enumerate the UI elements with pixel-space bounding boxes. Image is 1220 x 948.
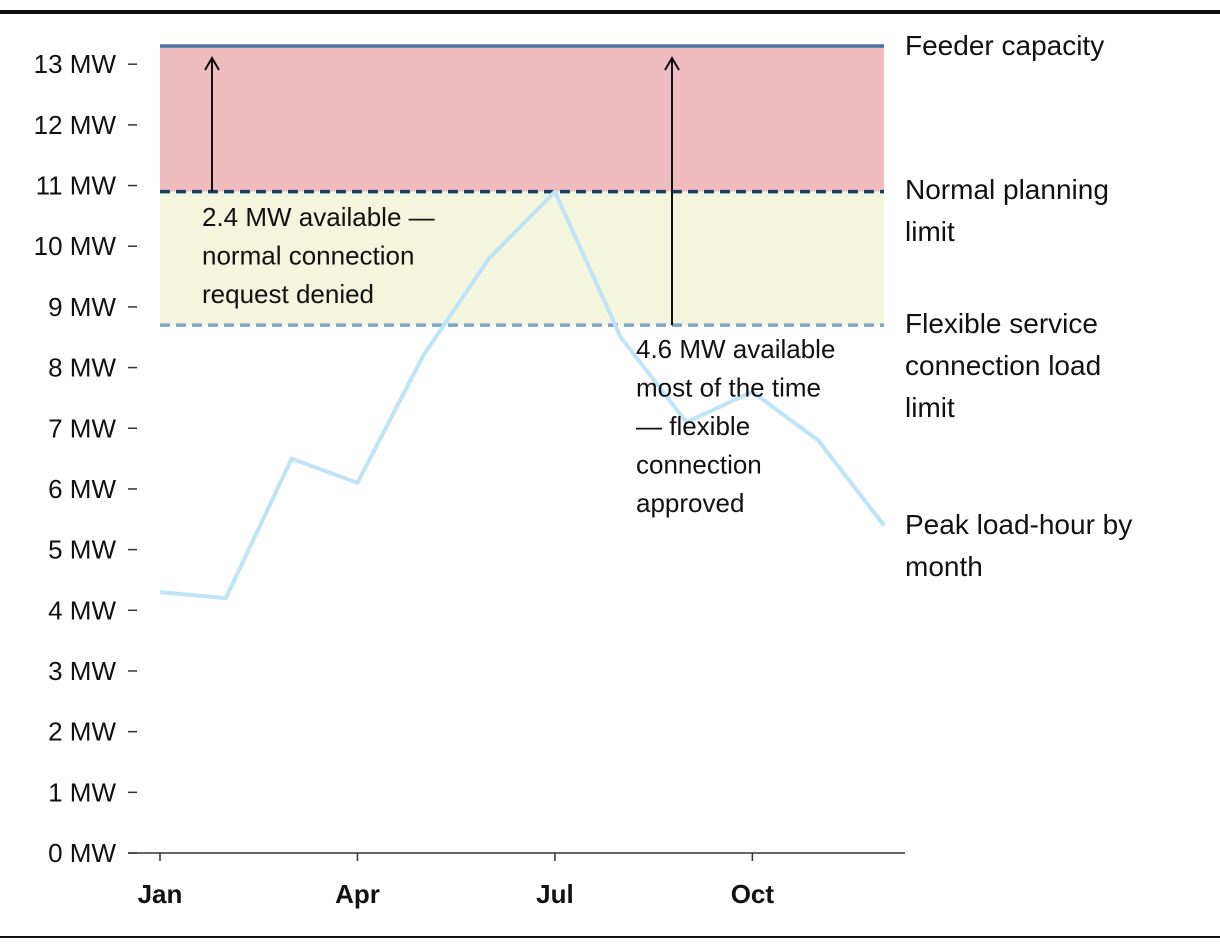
y-tick-label-11: 11 MW — [36, 171, 117, 201]
band-layer — [160, 46, 884, 326]
y-tick-label-6: 6 MW — [48, 474, 116, 504]
y-tick-label-5: 5 MW — [48, 535, 116, 565]
y-tick-label-4: 4 MW — [48, 595, 116, 625]
annotation-text-0: 2.4 MW available — normal connection reque… — [202, 202, 435, 309]
x-tick-label-2: Jul — [536, 879, 574, 909]
y-tick-label-2: 2 MW — [48, 717, 116, 747]
direct-label-1: Normal planning limit — [905, 174, 1109, 247]
y-tick-label-0: 0 MW — [48, 838, 116, 868]
direct-label-3: Peak load-hour by month — [905, 509, 1132, 582]
band-1 — [160, 191, 884, 326]
x-tick-label-0: Jan — [138, 879, 183, 909]
x-tick-label-3: Oct — [731, 879, 775, 909]
annotation-text-1: 4.6 MW available most of the time — flexib… — [636, 334, 835, 518]
series-layer — [159, 189, 886, 601]
direct-label-0: Feeder capacity — [905, 30, 1104, 61]
x-tick-label-1: Apr — [335, 879, 380, 909]
y-tick-label-13: 13 MW — [34, 49, 117, 79]
y-tick-label-10: 10 MW — [34, 231, 117, 261]
band-0 — [160, 46, 884, 192]
y-tick-label-12: 12 MW — [34, 110, 117, 140]
annotation-arrow-head-1 — [664, 56, 680, 71]
y-tick-label-7: 7 MW — [48, 413, 116, 443]
y-tick-label-3: 3 MW — [48, 656, 116, 686]
y-tick-label-9: 9 MW — [48, 292, 116, 322]
axes-layer: 0 MW 1 MW 2 MW 3 MW 4 MW 5 MW 6 MW 7 MW 8 MW 9 MW… — [34, 49, 905, 909]
series-line-0 — [159, 189, 886, 601]
annotation-layer: 2.4 MW available — normal connection reque… — [202, 56, 835, 518]
y-tick-label-1: 1 MW — [48, 777, 116, 807]
reference-line-layer — [160, 44, 884, 327]
y-tick-label-8: 8 MW — [48, 353, 116, 383]
annotation-arrow-head-0 — [204, 56, 220, 71]
direct-label-2: Flexible service connection load limit — [905, 308, 1101, 423]
direct-label-layer: Feeder capacity Normal planning limit Flexi… — [905, 30, 1132, 582]
